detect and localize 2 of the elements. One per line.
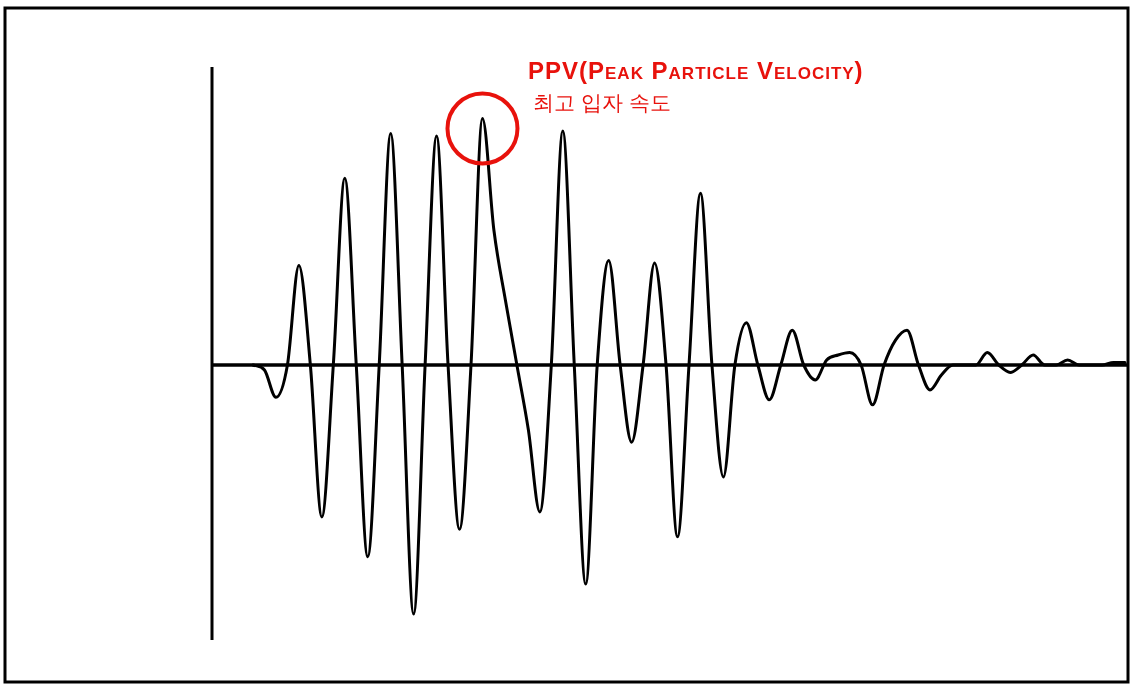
- subtitle: 최고 입자 속도: [533, 91, 671, 114]
- title: PPV(Peak Particle Velocity): [528, 57, 864, 84]
